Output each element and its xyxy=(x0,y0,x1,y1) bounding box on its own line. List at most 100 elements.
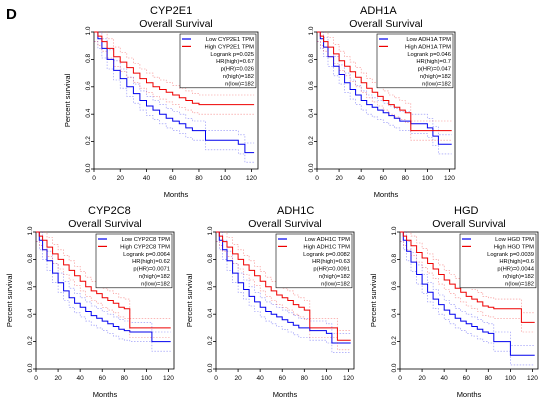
y-tick-label: 0.0 xyxy=(27,363,34,372)
y-tick-label: 0.4 xyxy=(207,308,214,317)
x-tick-label: 40 xyxy=(358,175,366,182)
stat-annotation: p(HR)=0.0091 xyxy=(313,267,350,273)
gene-label-cyp2c8: CYP2C8 xyxy=(88,205,131,217)
stat-annotation: Logrank p=0.046 xyxy=(407,52,451,58)
x-tick-label: 80 xyxy=(402,175,410,182)
survival-plot-adh1c: Overall Survival 0.0 0.2 0.4 0.6 0.8 1.0 0 20 40 6… xyxy=(185,218,355,399)
stat-annotation: n(low)=182 xyxy=(225,81,254,87)
y-tick-label: 0.8 xyxy=(308,54,315,63)
legend-entry: High CYP2C8 TPM xyxy=(120,244,170,250)
series-line-low xyxy=(36,231,171,343)
legend-entry: Low CYP2E1 TPM xyxy=(206,37,254,43)
legend-entry: Low ADH1C TPM xyxy=(305,237,350,243)
x-tick-label: 120 xyxy=(527,375,538,382)
stat-annotation: HR(high)=0.7 xyxy=(416,59,451,65)
series-ci-line-high xyxy=(216,231,351,331)
series-line-high xyxy=(216,231,351,341)
x-tick-label: 20 xyxy=(335,175,343,182)
y-tick-label: 1.0 xyxy=(308,26,315,35)
y-tick-label: 0.4 xyxy=(308,108,315,117)
x-axis-label: Months xyxy=(273,390,298,399)
legend-box xyxy=(275,233,353,289)
stat-annotation: p(HR)=0.0071 xyxy=(133,267,170,273)
legend-entry: High ADH1C TPM xyxy=(303,244,350,250)
x-axis-label: Months xyxy=(164,190,189,199)
stat-annotation: n(high)=182 xyxy=(420,74,451,80)
series-line-low xyxy=(400,231,535,356)
x-tick-label: 60 xyxy=(279,375,287,382)
chart-title: Overall Survival xyxy=(432,218,506,230)
x-tick-label: 40 xyxy=(441,375,449,382)
x-tick-label: 60 xyxy=(463,375,471,382)
y-tick-label: 0.8 xyxy=(85,54,92,63)
x-tick-label: 20 xyxy=(117,175,125,182)
y-tick-label: 1.0 xyxy=(27,226,34,235)
series-ci-line-high xyxy=(94,41,255,115)
plot-frame xyxy=(93,31,259,170)
x-tick-label: 100 xyxy=(321,375,332,382)
series-line-high xyxy=(317,31,452,132)
x-tick-label: 80 xyxy=(485,375,493,382)
x-tick-label: 80 xyxy=(301,375,309,382)
x-tick-label: 120 xyxy=(246,175,257,182)
stat-annotation: n(high)=182 xyxy=(319,274,350,280)
legend-box xyxy=(376,33,454,89)
x-tick-label: 60 xyxy=(169,175,177,182)
plot-frame xyxy=(399,231,539,370)
legend-box xyxy=(459,233,537,289)
y-tick-label: 1.0 xyxy=(207,226,214,235)
y-tick-label: 0.4 xyxy=(27,308,34,317)
series-line-high xyxy=(94,31,255,106)
x-tick-label: 20 xyxy=(54,375,62,382)
survival-plot-cyp2e1: Overall Survival 0.0 0.2 0.4 0.6 0.8 1.0 0 20 40 6… xyxy=(63,18,259,199)
stat-annotation: p(HR)=0.0044 xyxy=(497,267,534,273)
plot-frame xyxy=(35,231,175,370)
series-ci-line-low xyxy=(317,31,452,136)
y-tick-label: 1.0 xyxy=(85,26,92,35)
x-axis-label: Months xyxy=(374,190,399,199)
y-tick-label: 0.0 xyxy=(391,363,398,372)
series-ci-line-low xyxy=(400,241,535,366)
x-tick-label: 20 xyxy=(234,375,242,382)
x-tick-label: 100 xyxy=(220,175,231,182)
y-tick-label: 0.6 xyxy=(308,81,315,90)
stat-annotation: n(high)=182 xyxy=(503,274,534,280)
legend-entry: High ADH1A TPM xyxy=(405,44,451,50)
series-line-high xyxy=(400,231,535,323)
chart-title: Overall Survival xyxy=(349,18,423,30)
gene-label-hgd: HGD xyxy=(454,205,479,217)
stat-annotation: Logrank p=0.0082 xyxy=(303,252,350,258)
y-tick-label: 1.0 xyxy=(391,226,398,235)
x-tick-label: 20 xyxy=(418,375,426,382)
plot-frame xyxy=(215,231,355,370)
x-axis-label: Months xyxy=(457,390,482,399)
y-tick-label: 0.8 xyxy=(391,254,398,263)
series-line-low xyxy=(94,31,255,154)
x-tick-label: 80 xyxy=(121,375,129,382)
stat-annotation: n(high)=182 xyxy=(139,274,170,280)
y-tick-label: 0.6 xyxy=(85,81,92,90)
figure-panel-letter: D xyxy=(6,6,17,23)
survival-plot-cyp2c8: Overall Survival 0.0 0.2 0.4 0.6 0.8 1.0 0 20 40 6… xyxy=(5,218,175,399)
chart-title: Overall Survival xyxy=(248,218,322,230)
chart-title: Overall Survival xyxy=(139,18,213,30)
y-tick-label: 0.0 xyxy=(308,163,315,172)
stat-annotation: HR(high)=0.62 xyxy=(132,259,170,265)
x-tick-label: 120 xyxy=(444,175,455,182)
x-tick-label: 100 xyxy=(141,375,152,382)
x-tick-label: 100 xyxy=(505,375,516,382)
series-ci-line-high xyxy=(317,31,452,122)
x-tick-label: 120 xyxy=(343,375,354,382)
y-tick-label: 0.2 xyxy=(85,136,92,145)
legend-entry: Low CYP2C8 TPM xyxy=(121,237,170,243)
stat-annotation: Logrank p=0.0064 xyxy=(123,252,171,258)
y-tick-label: 0.8 xyxy=(27,254,34,263)
series-ci-line-low xyxy=(400,231,535,346)
x-tick-label: 0 xyxy=(92,175,96,182)
x-tick-label: 0 xyxy=(315,175,319,182)
series-ci-line-high xyxy=(216,241,351,351)
survival-plot-adh1a: Overall Survival 0.0 0.2 0.4 0.6 0.8 1.0 0 20 40 6… xyxy=(308,18,456,199)
x-tick-label: 40 xyxy=(143,175,151,182)
plot-frame xyxy=(316,31,456,170)
stat-annotation: n(low)=182 xyxy=(141,281,170,287)
